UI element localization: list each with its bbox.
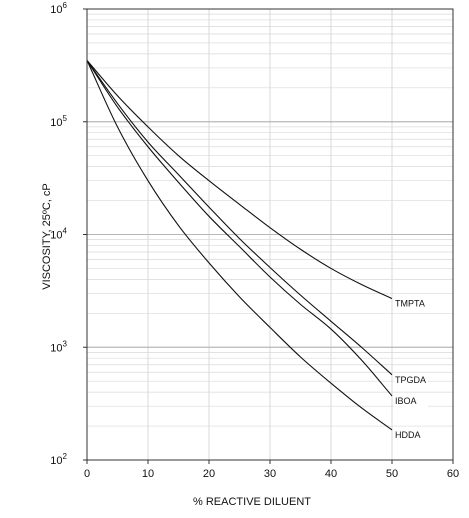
y-tick-exponent: 2 <box>63 452 68 461</box>
grid-layer <box>87 9 453 460</box>
y-tick-exponent: 5 <box>63 114 68 123</box>
y-tick-label: 106 <box>50 1 67 16</box>
y-tick-exponent: 3 <box>63 339 68 348</box>
x-tick-label: 50 <box>386 468 398 480</box>
label-layer: TMPTA TPGDA IBOA HDDA <box>394 297 428 441</box>
series-label-tpgda: TPGDA <box>395 375 426 385</box>
series-label-bg-tmpta <box>394 297 428 310</box>
y-tick-exponent: 4 <box>63 227 68 236</box>
x-tick-label: 30 <box>264 468 276 480</box>
x-tick-label: 40 <box>325 468 337 480</box>
x-axis-title: % REACTIVE DILUENT <box>193 496 311 508</box>
series-line-iboa <box>86 60 393 397</box>
x-tick-label: 20 <box>203 468 215 480</box>
y-axis-title: VISCOSITY, 25ºC, cP <box>41 183 53 290</box>
y-tick-exponent: 6 <box>63 1 68 10</box>
series-label-hdda: HDDA <box>395 430 421 440</box>
series-label-bg-hdda <box>394 428 428 441</box>
series-layer <box>86 60 393 431</box>
y-tick-label: 103 <box>50 339 67 354</box>
series-label-bg-tpgda <box>394 373 428 386</box>
series-label-bg-iboa <box>394 394 428 407</box>
series-line-hdda <box>86 60 393 431</box>
series-label-tmpta: TMPTA <box>395 299 425 309</box>
series-line-tmpta <box>86 60 393 300</box>
y-tick-label: 105 <box>50 114 67 129</box>
series-line-tpgda <box>86 60 393 376</box>
y-tick-label: 102 <box>50 452 67 467</box>
x-tick-label: 60 <box>447 468 459 480</box>
x-tick-label: 0 <box>84 468 90 480</box>
series-label-iboa: IBOA <box>395 396 417 406</box>
x-tick-label: 10 <box>142 468 154 480</box>
